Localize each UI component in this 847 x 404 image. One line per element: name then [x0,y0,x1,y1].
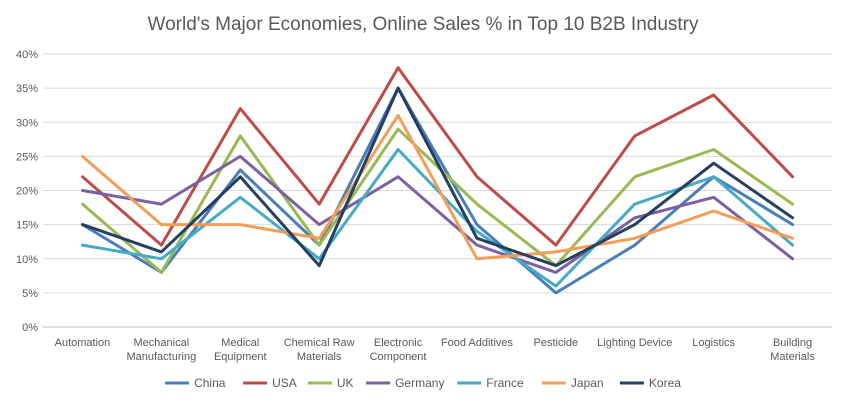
legend-item-germany: Germany [366,376,444,390]
y-tick-label: 0% [22,322,38,334]
chart-title: World's Major Economies, Online Sales % … [147,14,699,35]
y-tick-label: 5% [22,288,38,300]
x-axis-ticks: Automation Mechanical Manufacturing Medical… [55,337,816,363]
x-tick-label: Food Additives [441,337,514,349]
legend-item-japan: Japan [541,376,604,390]
y-tick-label: 10% [16,254,38,266]
legend-item-korea: Korea [619,376,681,390]
legend: China USA UK Germany France Japan Korea [165,376,681,390]
x-tick-label: Medical Equipment [214,337,267,363]
x-tick-label: Automation [55,337,111,349]
y-tick-label: 25% [16,151,38,163]
legend-item-france: France [457,376,524,390]
legend-label: Germany [395,376,444,390]
legend-label: UK [337,376,354,390]
legend-item-china: China [165,376,226,390]
x-tick-label: Building Materials [770,337,815,363]
x-tick-label: Pesticide [534,337,579,349]
series-lines [81,66,795,295]
y-tick-label: 15% [16,220,38,232]
series-line-france [81,148,795,288]
x-tick-label: Mechanical Manufacturing [126,337,196,363]
legend-label: Japan [571,376,604,390]
series-line-japan [81,113,795,261]
series-line-china [81,86,795,295]
legend-label: USA [272,376,297,390]
y-tick-label: 20% [16,186,38,198]
y-tick-label: 35% [16,83,38,95]
legend-item-usa: USA [243,376,297,390]
series-line-korea [81,86,795,268]
y-tick-label: 40% [16,49,38,61]
x-tick-label: Lighting Device [597,337,672,349]
x-tick-label: Chemical Raw Materials [284,337,355,363]
legend-item-uk: UK [307,376,354,390]
legend-label: France [486,376,524,390]
x-tick-label: Electronic Component [370,337,427,363]
legend-label: Korea [649,376,681,390]
series-line-germany [81,154,795,274]
series-line-usa [81,66,795,247]
x-tick-label: Logistics [692,337,735,349]
series-line-uk [81,127,795,274]
y-axis-ticks: 0% 5% 10% 15% 20% 25% 30% 35% 40% [16,49,38,334]
y-tick-label: 30% [16,117,38,129]
legend-label: China [194,376,226,390]
